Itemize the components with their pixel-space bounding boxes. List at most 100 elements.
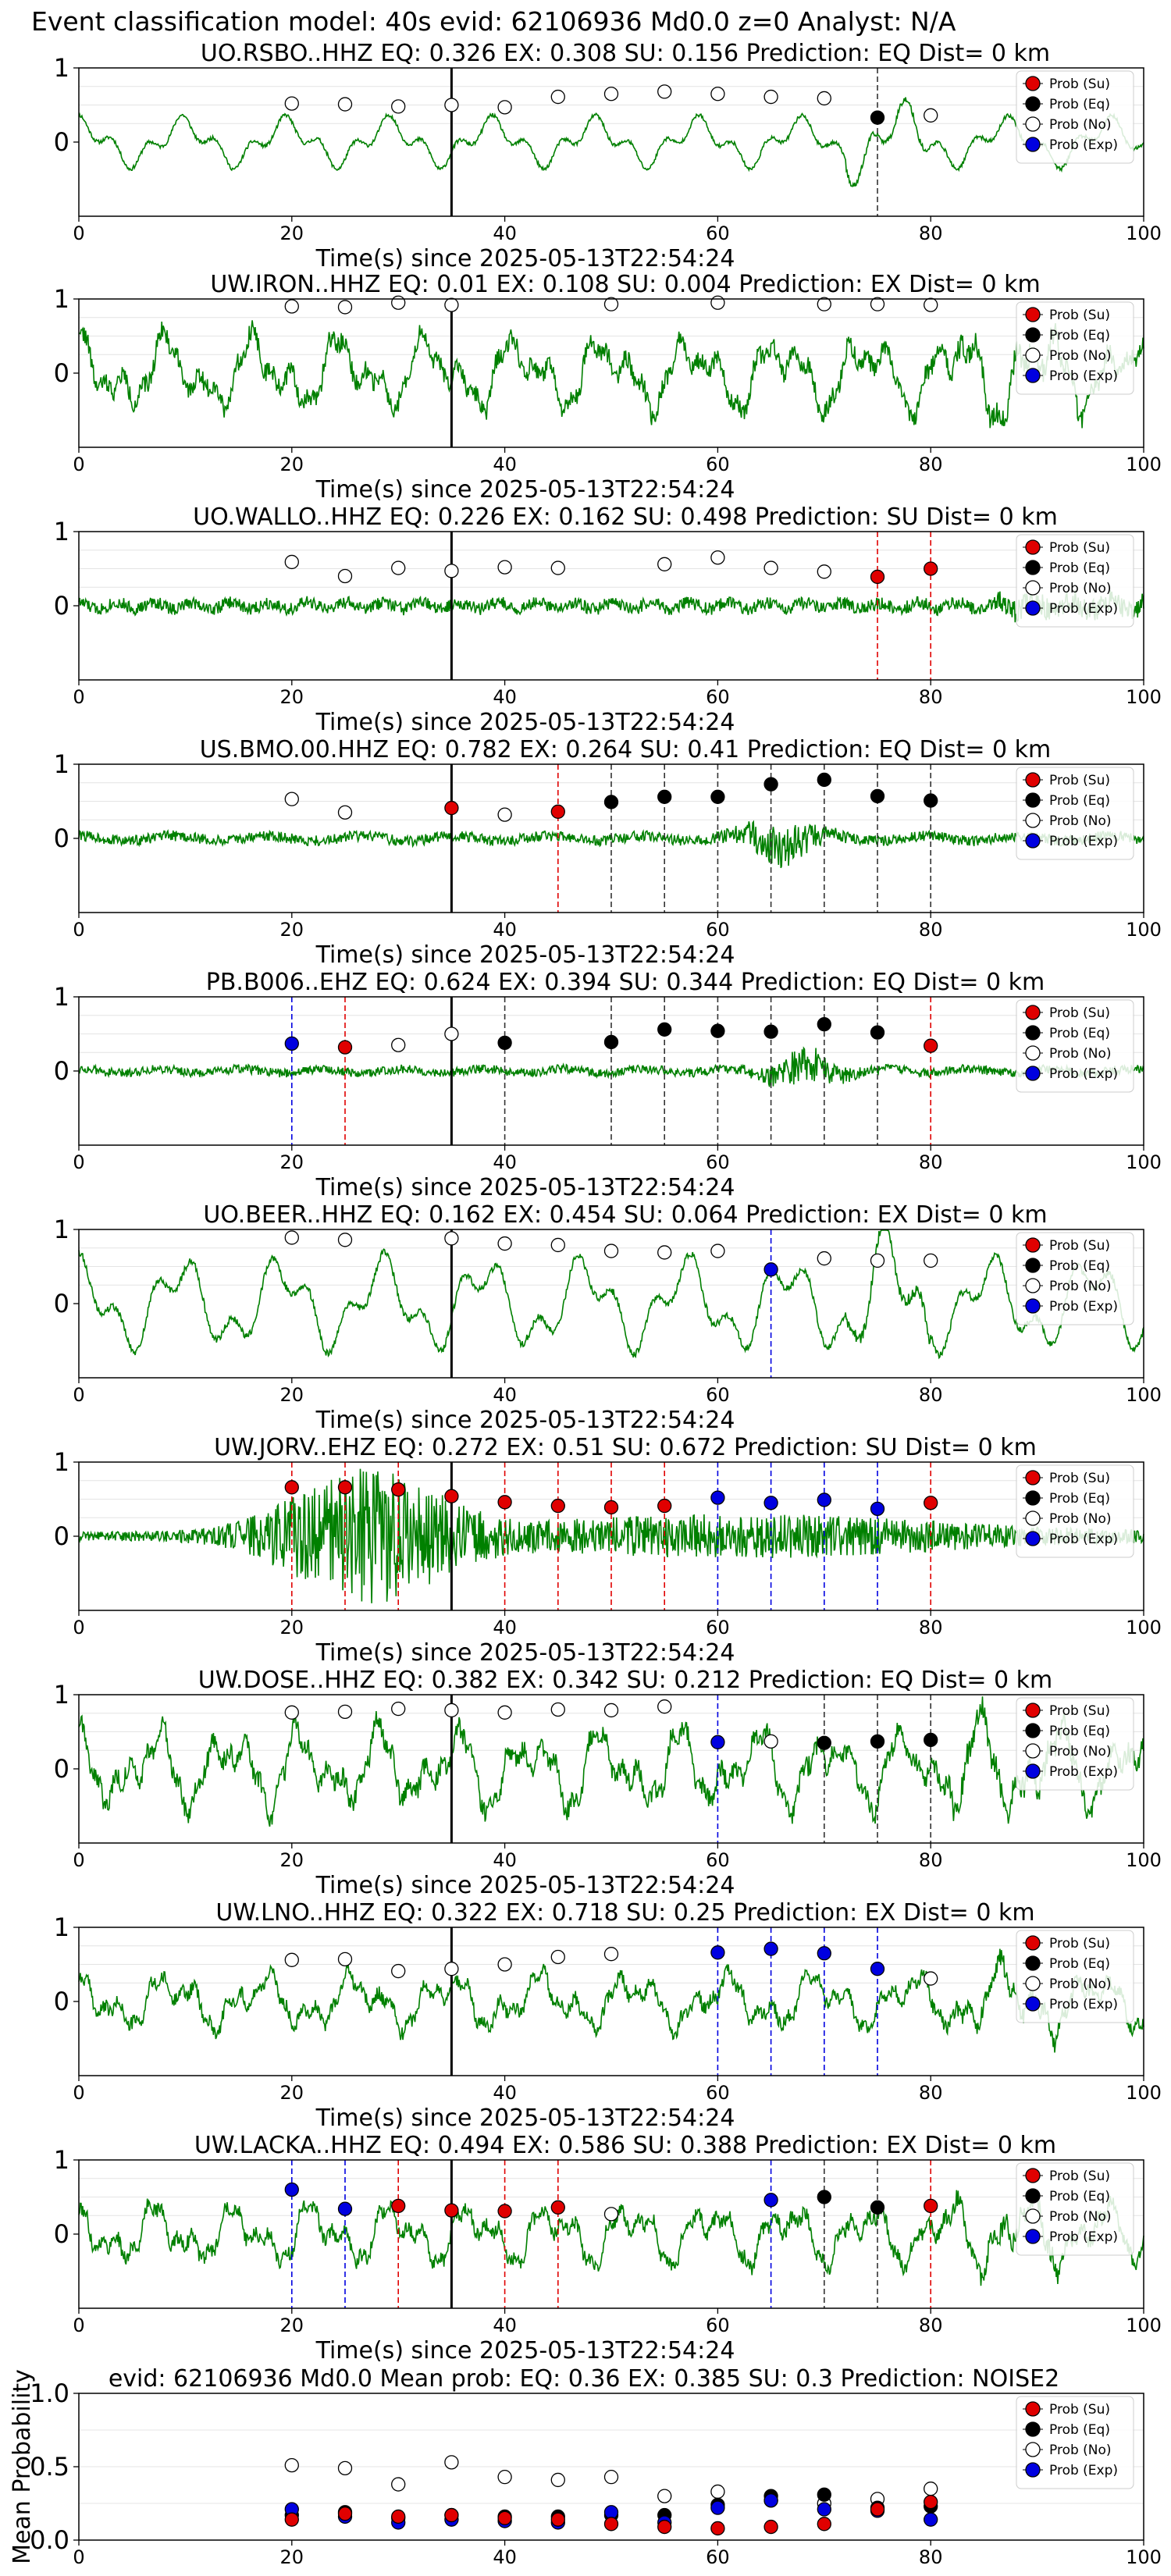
x-tick-label: 0 <box>73 454 84 475</box>
legend-box <box>1016 1697 1134 1791</box>
legend-marker <box>1025 1976 1041 1991</box>
legend-marker <box>1025 96 1041 112</box>
prob-point <box>870 1501 885 1516</box>
x-axis-label: Time(s) since 2025-05-13T22:54:24 <box>315 1174 735 1201</box>
panel-title: UW.JORV..EHZ EQ: 0.272 EX: 0.51 SU: 0.67… <box>214 1434 1037 1461</box>
prob-point <box>817 564 831 579</box>
x-tick-label: 100 <box>1126 1151 1162 1173</box>
axes-frame <box>78 2159 1144 2309</box>
prob-point <box>710 87 725 101</box>
legend-label: Prob (No) <box>1049 1046 1112 1062</box>
y-tick-label: 1 <box>54 982 69 1012</box>
legend-box <box>1016 301 1134 395</box>
prob-point <box>763 777 778 792</box>
legend-label: Prob (Exp) <box>1049 368 1118 384</box>
mean-prob-point <box>444 2507 459 2523</box>
prob-point <box>817 2190 831 2204</box>
legend-marker <box>1025 1258 1041 1273</box>
legend-label: Prob (Su) <box>1049 2169 1110 2184</box>
prob-point <box>710 1945 725 1960</box>
prob-point <box>391 1482 406 1497</box>
prob-point <box>763 1024 778 1039</box>
x-tick-label: 100 <box>1126 2314 1162 2336</box>
y-tick-label: 0 <box>54 1289 69 1318</box>
legend-marker <box>1025 1955 1041 1971</box>
prob-point <box>497 2204 512 2218</box>
legend-marker <box>1025 792 1041 808</box>
prob-point <box>284 1952 299 1967</box>
x-tick-label: 80 <box>919 222 943 244</box>
y-tick-label: 0.0 <box>30 2525 69 2555</box>
x-tick-label: 60 <box>706 1849 730 1871</box>
prob-point <box>391 1963 406 1979</box>
prob-point <box>550 560 565 575</box>
mean-prob-point <box>817 2487 831 2502</box>
prob-point <box>444 2203 459 2218</box>
prob-point <box>391 99 406 114</box>
mean-prob-point <box>924 2494 938 2510</box>
legend-box <box>1016 1232 1134 1325</box>
prob-point <box>603 1947 619 1962</box>
x-tick-label: 40 <box>493 1849 517 1871</box>
y-tick-label: 1 <box>54 1680 69 1710</box>
legend-marker <box>1025 600 1041 616</box>
prob-point <box>817 1493 831 1507</box>
legend-label: Prob (Exp) <box>1049 1066 1118 1082</box>
legend-box <box>1016 534 1134 628</box>
x-tick-label: 80 <box>919 1151 943 1173</box>
x-axis-label: Time(s) since 2025-05-13T22:54:24 <box>315 1407 735 1434</box>
x-tick-label: 40 <box>493 2314 517 2336</box>
mean-prob-point <box>657 2519 672 2535</box>
legend-marker <box>1025 1763 1041 1779</box>
x-tick-label: 80 <box>919 686 943 708</box>
legend-marker <box>1025 580 1041 596</box>
prob-point <box>870 2200 885 2215</box>
legend-marker <box>1025 2168 1041 2183</box>
y-tick-label: 0 <box>54 127 69 157</box>
prob-point <box>550 2200 565 2215</box>
panel-title: UO.RSBO..HHZ EQ: 0.326 EX: 0.308 SU: 0.1… <box>201 40 1050 67</box>
prob-point <box>710 1023 725 1038</box>
x-tick-label: 40 <box>493 919 517 941</box>
mean-prob-point <box>924 2512 938 2527</box>
legend-marker <box>1025 539 1041 555</box>
legend-label: Prob (Exp) <box>1049 1997 1118 2012</box>
prob-point <box>710 1244 725 1258</box>
prob-point <box>817 1251 831 1266</box>
x-tick-label: 60 <box>706 2314 730 2336</box>
legend-label: Prob (Su) <box>1049 1936 1110 1952</box>
legend-box <box>1016 1464 1134 1558</box>
legend-box <box>1016 999 1134 1093</box>
x-tick-label: 100 <box>1126 686 1162 708</box>
y-tick-label: 0 <box>54 824 69 853</box>
panel-11: 0 20 40 60 80 100 0.0 0.5 1.0 Prob (Su) Prob (Eq) P… <box>9 2365 1162 2568</box>
legend-marker <box>1025 1045 1041 1061</box>
prob-point <box>284 1230 299 1245</box>
prob-point <box>603 1703 619 1718</box>
x-tick-label: 0 <box>73 2546 84 2568</box>
panel-title: PB.B006..EHZ EQ: 0.624 EX: 0.394 SU: 0.3… <box>206 969 1045 996</box>
x-tick-label: 40 <box>493 2546 517 2568</box>
legend-marker <box>1025 116 1041 132</box>
prob-point <box>444 800 459 816</box>
y-tick-label: 0.5 <box>30 2452 69 2482</box>
prob-point <box>444 1231 459 1246</box>
x-tick-label: 80 <box>919 2314 943 2336</box>
prob-point <box>817 1735 831 1750</box>
panel-2: 0 20 40 60 80 100 0 1 Prob (Su) Prob (Eq) Prob (No… <box>54 271 1162 503</box>
legend-marker <box>1025 2229 1041 2244</box>
legend-label: Prob (No) <box>1049 1744 1112 1759</box>
prob-point <box>657 1022 672 1037</box>
legend-label: Prob (No) <box>1049 348 1112 364</box>
legend-marker <box>1025 76 1041 91</box>
prob-point <box>497 807 512 822</box>
mean-prob-point <box>284 2457 299 2473</box>
panel-title: US.BMO.00.HHZ EQ: 0.782 EX: 0.264 SU: 0.… <box>200 736 1052 763</box>
prob-point <box>870 110 885 125</box>
x-tick-label: 40 <box>493 2082 517 2104</box>
prob-point <box>924 108 938 123</box>
prob-point <box>391 560 406 575</box>
panel-9: 0 20 40 60 80 100 0 1 Prob (Su) Prob (Eq) Prob (No… <box>54 1899 1162 2132</box>
prob-point <box>924 1496 938 1510</box>
legend-label: Prob (Eq) <box>1049 1258 1110 1274</box>
